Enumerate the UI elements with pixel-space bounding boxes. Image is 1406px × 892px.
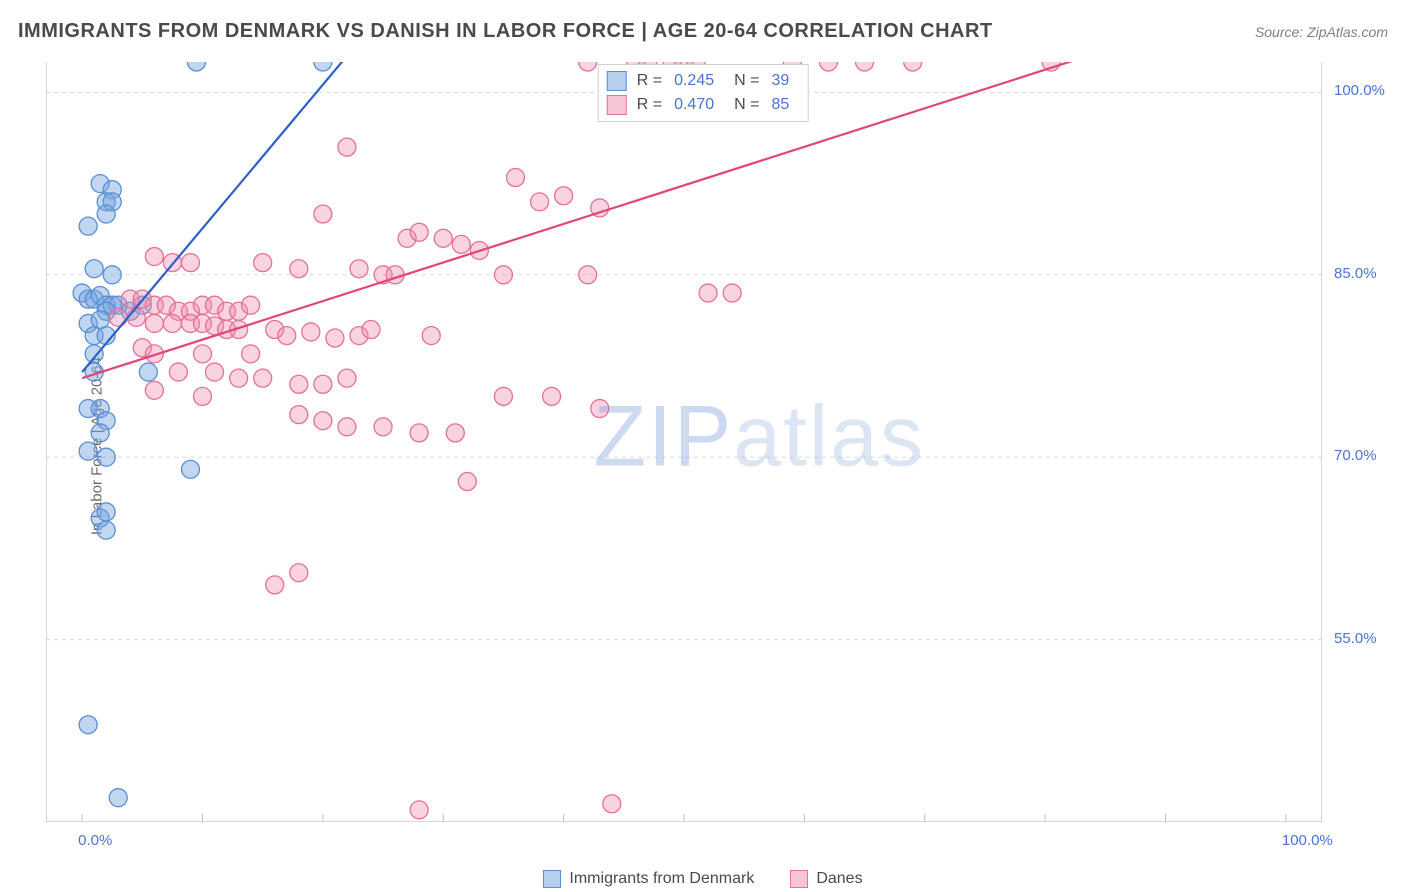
scatter-point-danes [410,801,428,819]
scatter-point-danes [422,327,440,345]
scatter-point-danes [494,387,512,405]
scatter-point-immigrants [85,345,103,363]
scatter-point-danes [543,387,561,405]
scatter-point-danes [266,576,284,594]
scatter-point-danes [193,345,211,363]
scatter-point-danes [350,260,368,278]
legend-swatch-icon [543,870,561,888]
scatter-point-danes [699,284,717,302]
scatter-point-danes [278,327,296,345]
scatter-point-danes [819,62,837,71]
y-tick-label: 55.0% [1334,630,1377,647]
legend-swatch-icon [790,870,808,888]
scatter-point-danes [314,375,332,393]
scatter-point-immigrants [181,460,199,478]
scatter-point-danes [458,473,476,491]
scatter-point-danes [362,321,380,339]
scatter-point-immigrants [97,503,115,521]
scatter-point-immigrants [187,62,205,71]
scatter-point-danes [531,193,549,211]
x-tick-label: 0.0% [78,832,112,849]
scatter-point-danes [338,418,356,436]
scatter-point-danes [446,424,464,442]
scatter-point-danes [494,266,512,284]
scatter-point-danes [290,260,308,278]
scatter-point-danes [145,314,163,332]
scatter-point-danes [290,564,308,582]
scatter-point-danes [290,375,308,393]
scatter-point-danes [314,412,332,430]
scatter-point-danes [290,406,308,424]
y-tick-label: 100.0% [1334,82,1385,99]
scatter-point-immigrants [91,424,109,442]
trendline-danes [82,62,1069,378]
scatter-point-danes [452,235,470,253]
scatter-point-danes [127,308,145,326]
scatter-point-danes [193,387,211,405]
scatter-point-immigrants [85,260,103,278]
scatter-point-immigrants [109,789,127,807]
legend-item-label: Danes [816,870,862,888]
scatter-point-danes [410,424,428,442]
legend-item-immigrants: Immigrants from Denmark [543,870,754,888]
scatter-point-danes [579,62,597,71]
scatter-plot [46,62,1322,822]
legend-stats-row-immigrants: R = 0.245 N = 39 [607,69,800,93]
scatter-point-danes [145,248,163,266]
scatter-point-danes [904,62,922,71]
scatter-point-danes [230,369,248,387]
x-tick-label: 100.0% [1282,832,1333,849]
scatter-point-danes [506,169,524,187]
scatter-point-danes [109,308,127,326]
scatter-point-danes [856,62,874,71]
scatter-point-danes [206,363,224,381]
scatter-point-danes [314,205,332,223]
scatter-point-immigrants [139,363,157,381]
y-tick-label: 70.0% [1334,447,1377,464]
legend-item-danes: Danes [790,870,862,888]
chart-title: IMMIGRANTS FROM DENMARK VS DANISH IN LAB… [18,20,993,43]
scatter-point-immigrants [97,521,115,539]
scatter-point-immigrants [314,62,332,71]
scatter-point-immigrants [79,217,97,235]
legend-swatch-immigrants [607,71,627,91]
scatter-point-danes [579,266,597,284]
scatter-point-danes [723,284,741,302]
y-tick-label: 85.0% [1334,265,1377,282]
legend-item-label: Immigrants from Denmark [569,870,754,888]
scatter-point-danes [374,418,392,436]
scatter-point-danes [181,254,199,272]
scatter-point-danes [603,795,621,813]
scatter-point-immigrants [97,448,115,466]
scatter-point-danes [254,254,272,272]
scatter-point-danes [242,296,260,314]
scatter-point-danes [302,323,320,341]
legend-swatch-danes [607,95,627,115]
scatter-point-immigrants [103,266,121,284]
scatter-point-danes [169,363,187,381]
scatter-point-danes [410,223,428,241]
source-label: Source: ZipAtlas.com [1255,24,1388,40]
scatter-point-danes [326,329,344,347]
scatter-point-danes [254,369,272,387]
scatter-point-danes [555,187,573,205]
legend-stats-row-danes: R = 0.470 N = 85 [607,93,800,117]
scatter-point-immigrants [79,442,97,460]
scatter-point-immigrants [97,205,115,223]
scatter-point-danes [591,400,609,418]
legend-stats-box: R = 0.245 N = 39 R = 0.470 N = 85 [598,64,809,122]
scatter-point-immigrants [79,716,97,734]
bottom-legend: Immigrants from Denmark Danes [0,870,1406,888]
scatter-point-danes [145,381,163,399]
scatter-point-danes [163,314,181,332]
scatter-point-danes [242,345,260,363]
scatter-point-danes [434,229,452,247]
scatter-point-danes [338,369,356,387]
scatter-point-danes [338,138,356,156]
